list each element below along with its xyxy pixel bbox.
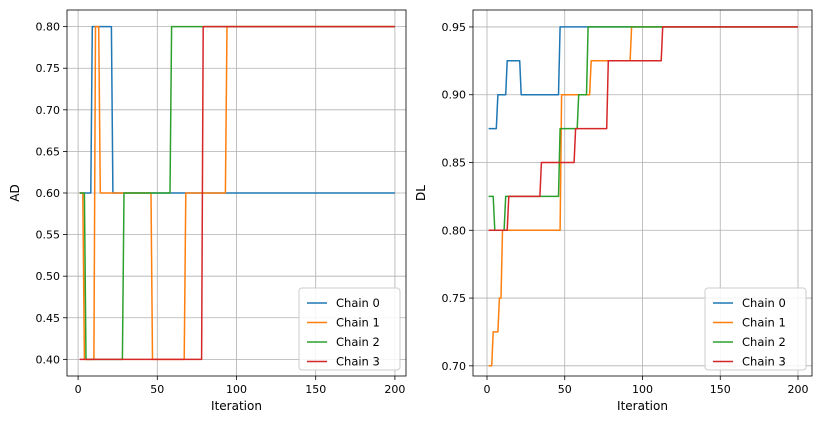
y-tick-label: 0.40	[36, 353, 61, 366]
y-tick-label: 0.75	[442, 292, 467, 305]
series-lines	[79, 25, 395, 361]
y-tick-label: 0.55	[36, 229, 61, 242]
y-tick-label: 0.85	[442, 157, 467, 170]
y-tick-label: 0.90	[442, 89, 467, 102]
y-tick-label: 0.50	[36, 270, 61, 283]
series-line-chain-2	[79, 25, 395, 361]
x-ticks: 0 50 100 150 200	[75, 376, 405, 396]
y-ticks: 0.40 0.45 0.50 0.55 0.60 0.65 0.70 0.75 0.80	[36, 21, 67, 366]
legend-label: Chain 0	[336, 296, 380, 310]
y-tick-label: 0.65	[36, 145, 61, 158]
y-tick-label: 0.45	[36, 312, 61, 325]
x-tick-label: 50	[150, 383, 164, 396]
series-lines	[488, 26, 798, 367]
legend-box	[298, 287, 401, 371]
legend-label: Chain 2	[336, 335, 380, 349]
legend: Chain 0 Chain 1 Chain 2 Chain 3	[298, 287, 401, 371]
series-line-chain-3	[488, 26, 798, 232]
x-tick-label: 50	[558, 383, 572, 396]
x-ticks: 0 50 100 150 200	[483, 376, 809, 396]
x-axis-label: Iteration	[211, 399, 262, 413]
x-tick-label: 200	[788, 383, 809, 396]
legend-label: Chain 3	[336, 355, 380, 369]
legend-label: Chain 1	[336, 316, 380, 330]
series-line-chain-2	[488, 26, 798, 232]
legend-label: Chain 1	[742, 316, 786, 330]
y-axis-label: AD	[8, 184, 22, 201]
y-tick-label: 0.70	[442, 360, 467, 373]
x-tick-label: 200	[384, 383, 405, 396]
chart-panel-ad: 0 50 100 150 200 0.40 0.45 0.50 0.55 0.60 0.65 0.7…	[8, 9, 407, 413]
x-tick-label: 100	[226, 383, 247, 396]
x-tick-label: 0	[483, 383, 490, 396]
x-tick-label: 150	[305, 383, 326, 396]
legend-label: Chain 2	[742, 335, 786, 349]
y-tick-label: 0.95	[442, 21, 467, 34]
y-axis-label: DL	[414, 185, 428, 201]
legend-label: Chain 3	[742, 355, 786, 369]
x-axis-label: Iteration	[617, 399, 668, 413]
legend: Chain 0 Chain 1 Chain 2 Chain 3	[704, 287, 807, 371]
series-line-chain-0	[488, 26, 798, 130]
y-tick-label: 0.75	[36, 62, 61, 75]
chart-panel-dl: 0 50 100 150 200 0.70 0.75 0.80 0.85 0.90 0.95 It…	[414, 9, 813, 413]
x-tick-label: 100	[632, 383, 653, 396]
series-line-chain-3	[79, 25, 395, 361]
legend-box	[704, 287, 807, 371]
y-ticks: 0.70 0.75 0.80 0.85 0.90 0.95	[442, 21, 473, 373]
legend-label: Chain 0	[742, 296, 786, 310]
y-tick-label: 0.80	[36, 21, 61, 34]
x-tick-label: 0	[75, 383, 82, 396]
y-tick-label: 0.60	[36, 187, 61, 200]
y-tick-label: 0.70	[36, 104, 61, 117]
x-tick-label: 150	[710, 383, 731, 396]
y-tick-label: 0.80	[442, 224, 467, 237]
